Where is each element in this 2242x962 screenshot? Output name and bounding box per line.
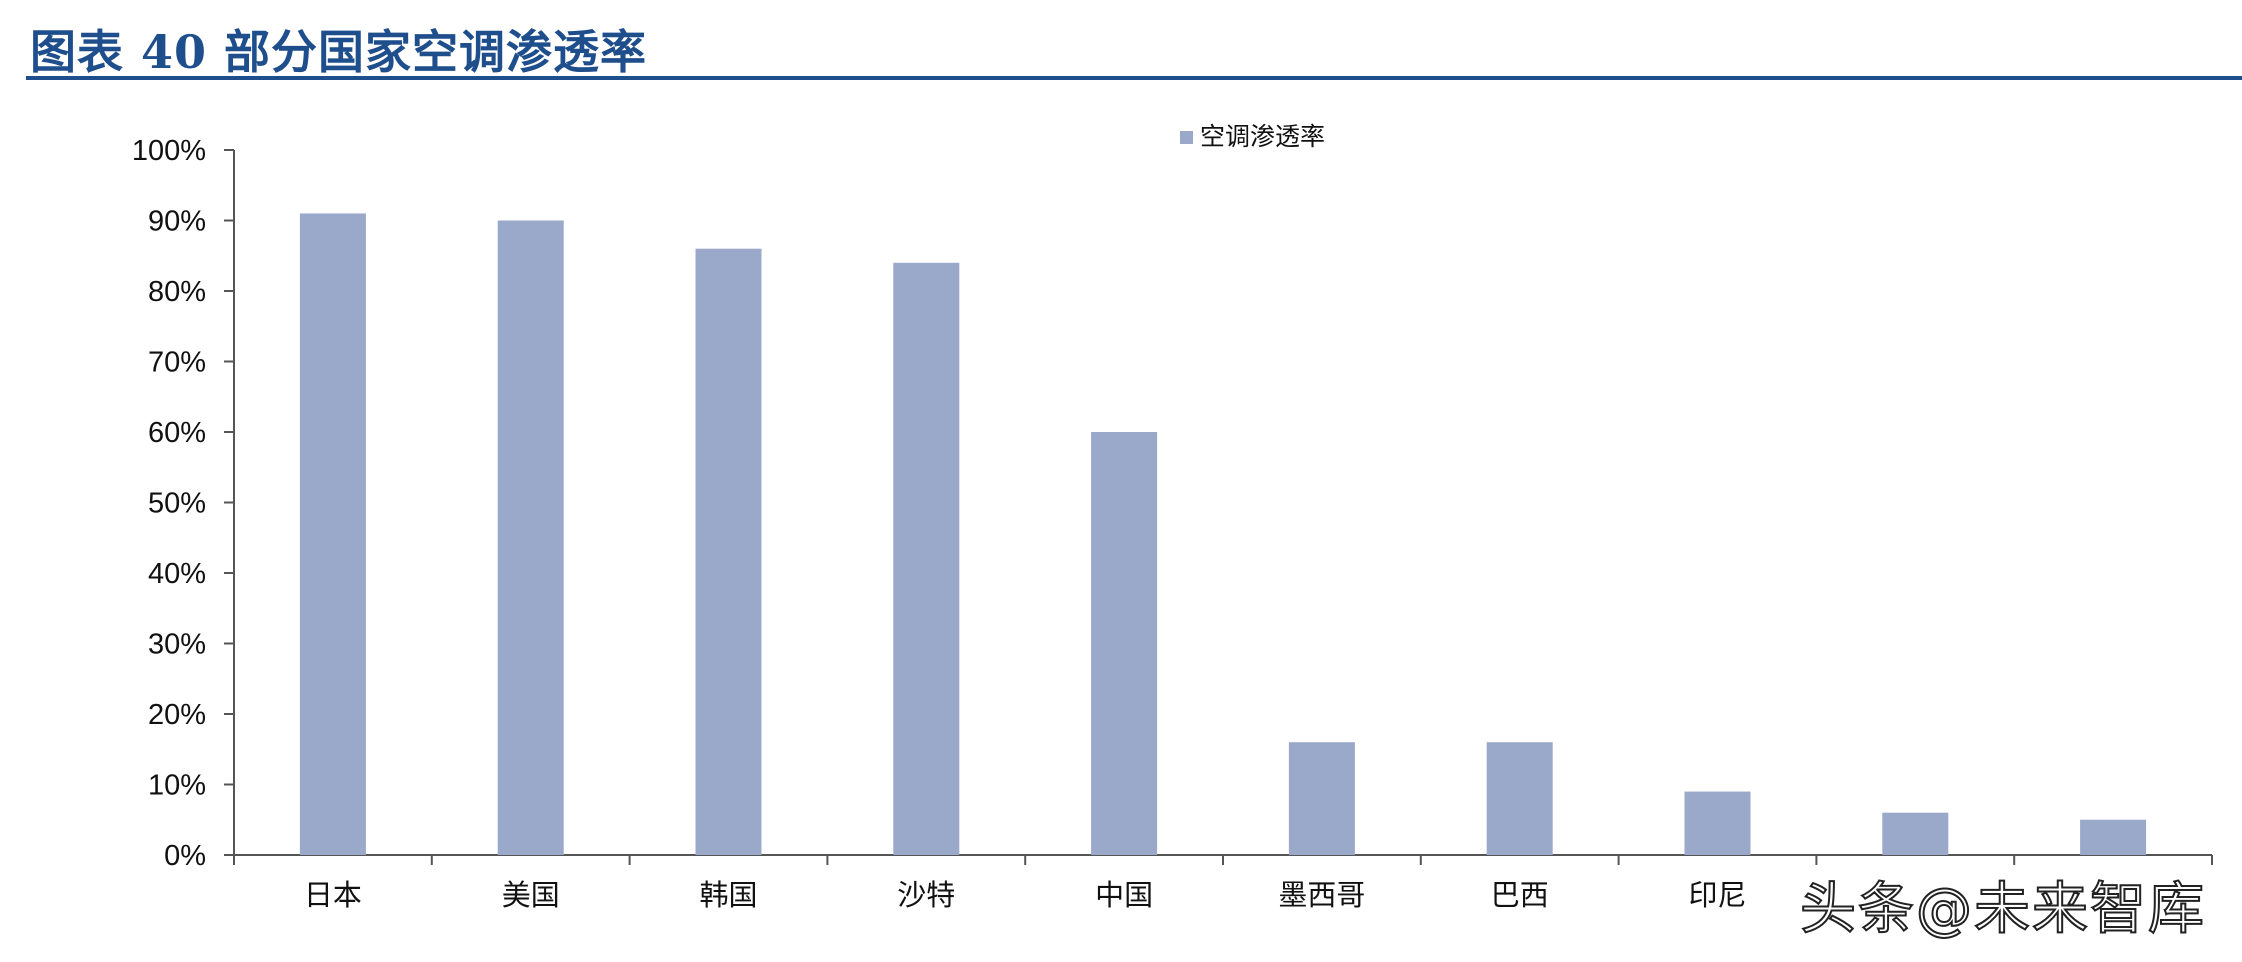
y-tick-label: 20% <box>148 699 206 731</box>
bar <box>299 213 366 855</box>
y-tick-label: 60% <box>148 417 206 449</box>
bar <box>497 220 564 855</box>
bar <box>1882 812 1949 855</box>
x-tick-label: 墨西哥 <box>1278 878 1365 912</box>
legend-label: 空调渗透率 <box>1200 122 1325 151</box>
bar <box>1288 742 1355 855</box>
x-tick-label: 日本 <box>304 878 362 912</box>
bar <box>2080 819 2147 855</box>
y-tick-label: 70% <box>148 347 206 379</box>
y-tick-label: 30% <box>148 629 206 661</box>
y-tick-label: 0% <box>164 840 206 872</box>
figure-header: 图表 40 部分国家空调渗透率 <box>26 10 2242 80</box>
y-tick-label: 80% <box>148 276 206 308</box>
title-underline <box>26 76 2242 80</box>
y-tick-label: 40% <box>148 558 206 590</box>
x-tick-label: 印尼 <box>1688 878 1746 912</box>
figure-title: 图表 40 部分国家空调渗透率 <box>30 25 648 79</box>
bar <box>1684 791 1751 855</box>
x-tick-label: 中国 <box>1095 878 1153 912</box>
y-tick-label: 50% <box>148 488 206 520</box>
x-tick-label: 沙特 <box>897 878 955 912</box>
legend-swatch <box>1180 131 1193 144</box>
x-tick-label: 美国 <box>502 878 560 912</box>
bar <box>695 248 762 855</box>
watermark-text: 头条@未来智库 <box>1799 876 2206 943</box>
y-tick-label: 10% <box>148 770 206 802</box>
x-tick-label: 韩国 <box>699 878 757 912</box>
y-tick-label: 90% <box>148 206 206 238</box>
bar <box>1091 432 1158 855</box>
bar <box>893 262 960 855</box>
y-tick-label: 100% <box>132 135 206 167</box>
x-tick-label: 巴西 <box>1491 878 1549 912</box>
bar <box>1486 742 1553 855</box>
